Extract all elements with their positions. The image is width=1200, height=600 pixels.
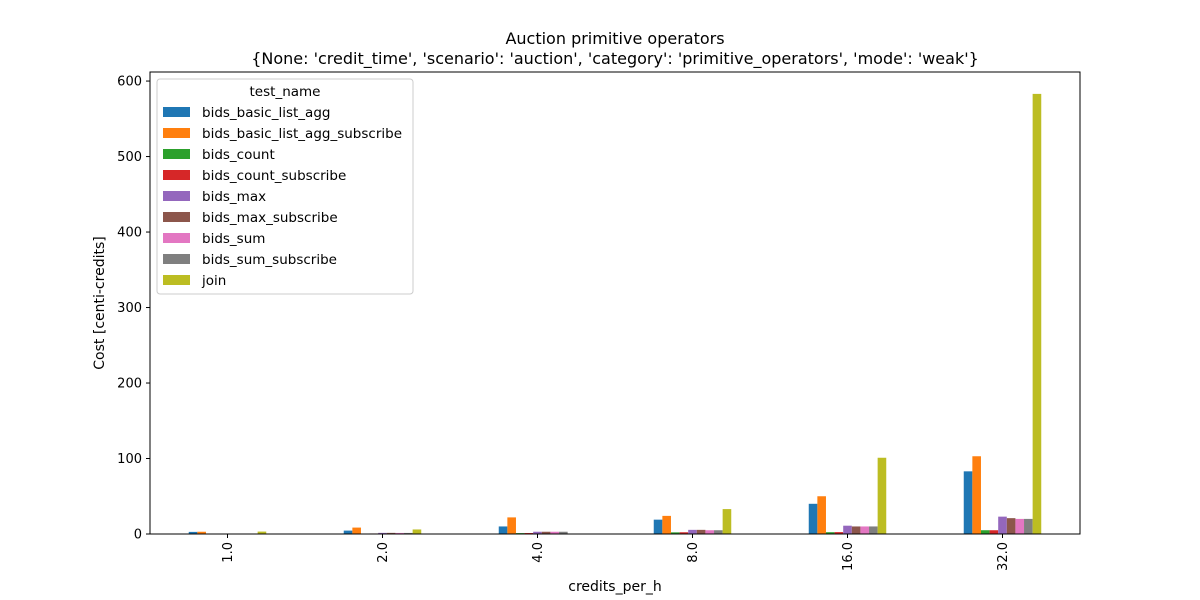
- x-tick-label: 1.0: [221, 542, 236, 563]
- bar-bids_basic_list_agg-8.0: [653, 519, 663, 534]
- bar-bids_sum-16.0: [860, 526, 870, 534]
- legend-swatch-join: [163, 275, 190, 285]
- bar-bids_sum_subscribe-4.0: [559, 531, 568, 534]
- y-tick-label: 600: [117, 75, 142, 90]
- bar-bids_basic_list_agg-2.0: [343, 530, 353, 534]
- y-tick-label: 0: [134, 528, 142, 543]
- y-axis-label: Cost [centi-credits]: [92, 236, 108, 369]
- bar-bids_max_subscribe-2.0: [386, 532, 396, 534]
- legend-swatch-bids_max_subscribe: [163, 212, 190, 222]
- x-tick-label: 8.0: [686, 542, 701, 563]
- bar-bids_sum_subscribe-32.0: [1024, 518, 1033, 534]
- y-tick-label: 400: [117, 226, 142, 241]
- bar-bids_sum_subscribe-2.0: [404, 532, 413, 534]
- legend-label-join: join: [201, 273, 226, 289]
- legend-label-bids_basic_list_agg_subscribe: bids_basic_list_agg_subscribe: [202, 126, 402, 142]
- legend-label-bids_count: bids_count: [202, 147, 275, 163]
- y-axis-ticks: 0 100 200 300 400 500 600: [117, 75, 150, 543]
- bar-bids_max-16.0: [843, 525, 852, 534]
- bar-bids_max_subscribe-16.0: [851, 526, 861, 534]
- bar-bids_sum-4.0: [550, 531, 560, 534]
- legend-items: bids_basic_list_agg bids_basic_list_agg_s…: [163, 105, 402, 289]
- bar-bids_count-8.0: [670, 532, 680, 534]
- bar-bids_basic_list_agg_subscribe-16.0: [817, 496, 826, 534]
- bar-bids_basic_list_agg_subscribe-1.0: [197, 531, 206, 534]
- legend-title: test_name: [250, 84, 321, 100]
- legend-swatch-bids_max: [163, 191, 190, 201]
- bar-bids_count-32.0: [980, 530, 990, 534]
- bar-bids_basic_list_agg_subscribe-2.0: [352, 527, 361, 534]
- bar-bids_sum-32.0: [1015, 518, 1025, 534]
- bar-bids_sum_subscribe-16.0: [869, 526, 878, 534]
- bar-join-2.0: [412, 529, 422, 534]
- bar-join-8.0: [722, 509, 732, 534]
- bar-bids_basic_list_agg-4.0: [498, 526, 508, 534]
- legend-swatch-bids_sum_subscribe: [163, 254, 190, 264]
- bar-bids_max-32.0: [998, 516, 1007, 534]
- bar-bids_basic_list_agg_subscribe-4.0: [507, 517, 516, 534]
- bar-join-32.0: [1032, 93, 1042, 534]
- x-axis-label: credits_per_h: [568, 579, 661, 595]
- bar-bids_count_subscribe-16.0: [834, 532, 844, 534]
- legend-swatch-bids_count_subscribe: [163, 170, 190, 180]
- x-tick-label: 4.0: [531, 542, 546, 563]
- legend-swatch-bids_sum: [163, 233, 190, 243]
- bar-bids_basic_list_agg-1.0: [188, 531, 198, 534]
- bar-bids_basic_list_agg-32.0: [963, 471, 973, 534]
- bar-bids_max_subscribe-8.0: [696, 529, 706, 534]
- legend-swatch-bids_basic_list_agg: [163, 107, 190, 117]
- bar-bids_sum-2.0: [395, 532, 405, 534]
- bar-bids_max_subscribe-4.0: [541, 531, 551, 534]
- y-tick-label: 200: [117, 377, 142, 392]
- legend-label-bids_sum_subscribe: bids_sum_subscribe: [202, 252, 337, 268]
- legend-label-bids_sum: bids_sum: [202, 231, 265, 247]
- bar-bids_count_subscribe-8.0: [679, 532, 689, 534]
- bar-bids_max_subscribe-32.0: [1006, 518, 1016, 534]
- legend-label-bids_max: bids_max: [202, 189, 266, 205]
- bar-bids_basic_list_agg-16.0: [808, 503, 818, 534]
- legend: test_name bids_basic_list_aggbids_basic_…: [156, 78, 414, 295]
- bar-bids_basic_list_agg_subscribe-8.0: [662, 515, 671, 534]
- plot-area-frame: [149, 71, 1081, 535]
- legend-swatch-bids_basic_list_agg_subscribe: [163, 128, 190, 138]
- bar-bids_max-8.0: [688, 529, 697, 534]
- bar-bids_max-2.0: [378, 532, 387, 534]
- x-tick-label: 2.0: [376, 542, 391, 563]
- x-tick-label: 16.0: [841, 542, 856, 571]
- chart-subtitle: {None: 'credit_time', 'scenario': 'aucti…: [251, 49, 979, 69]
- bar-bids_sum-8.0: [705, 530, 715, 534]
- legend-label-bids_max_subscribe: bids_max_subscribe: [202, 210, 338, 226]
- legend-swatch-bids_count: [163, 149, 190, 159]
- chart-title: Auction primitive operators: [505, 29, 724, 48]
- y-tick-label: 300: [117, 301, 142, 316]
- legend-box: [156, 78, 414, 295]
- bar-bids_basic_list_agg_subscribe-32.0: [972, 456, 981, 534]
- bars-group: [188, 93, 1042, 534]
- bar-join-16.0: [877, 457, 887, 534]
- bar-bids_count-16.0: [825, 532, 835, 534]
- bar-bids_sum_subscribe-8.0: [714, 530, 723, 534]
- y-tick-label: 100: [117, 452, 142, 467]
- bar-bids_count_subscribe-32.0: [989, 530, 999, 534]
- x-tick-label: 32.0: [996, 542, 1011, 571]
- bar-bids_max-4.0: [533, 531, 542, 534]
- y-tick-label: 500: [117, 150, 142, 165]
- legend-label-bids_count_subscribe: bids_count_subscribe: [202, 168, 346, 184]
- legend-label-bids_basic_list_agg: bids_basic_list_agg: [202, 105, 330, 121]
- x-axis-ticks: 1.0 2.0 4.0 8.0 16.0 32.0: [221, 534, 1011, 571]
- bar-join-1.0: [257, 531, 267, 534]
